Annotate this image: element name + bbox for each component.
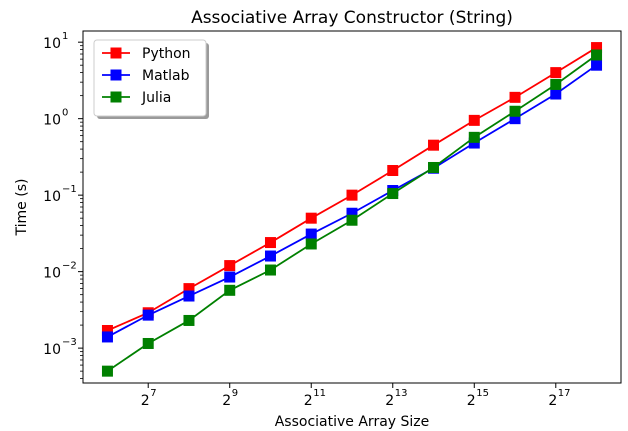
data-point-matlab (550, 88, 562, 100)
data-point-julia (550, 78, 562, 90)
y-tick-exponent: −2 (62, 261, 77, 272)
data-point-python (264, 237, 276, 249)
y-tick-exponent: 1 (62, 31, 68, 42)
data-point-matlab (101, 331, 113, 343)
x-tick-label: 2 (385, 393, 394, 409)
y-tick-label: 10 (43, 36, 61, 52)
y-tick-exponent: 0 (62, 108, 68, 119)
x-axis-label: Associative Array Size (275, 414, 430, 430)
x-tick-label: 2 (304, 393, 313, 409)
data-point-julia (591, 49, 603, 61)
data-point-julia (428, 161, 440, 173)
data-point-julia (264, 264, 276, 276)
data-point-julia (224, 284, 236, 296)
data-point-python (509, 91, 521, 103)
x-tick-exponent: 13 (395, 388, 408, 399)
data-point-python (591, 42, 603, 54)
y-axis-label: Time (s) (14, 179, 30, 237)
data-point-julia (346, 214, 358, 226)
data-point-python (387, 165, 399, 177)
data-point-julia (509, 105, 521, 117)
y-tick-label: 10 (43, 342, 61, 358)
data-point-julia (183, 314, 195, 326)
y-tick-exponent: −1 (62, 184, 77, 195)
data-point-python (305, 212, 317, 224)
plot-area (101, 42, 603, 377)
plot-frame (82, 30, 622, 384)
x-tick-exponent: 17 (558, 388, 571, 399)
data-point-python (468, 114, 480, 126)
x-tick-exponent: 11 (313, 388, 326, 399)
data-point-python (183, 283, 195, 295)
data-point-julia (142, 337, 154, 349)
data-point-julia (305, 238, 317, 250)
data-point-julia (468, 131, 480, 143)
legend-label: Julia (141, 90, 171, 106)
data-point-matlab (142, 309, 154, 321)
legend-marker (110, 91, 122, 103)
data-point-python (428, 139, 440, 151)
y-tick-label: 10 (43, 266, 61, 282)
y-tick-label: 10 (43, 113, 61, 129)
data-point-python (346, 189, 358, 201)
legend-label: Python (142, 46, 191, 62)
y-tick-exponent: −3 (62, 337, 77, 348)
data-point-julia (387, 188, 399, 200)
data-point-matlab (183, 290, 195, 302)
data-point-matlab (305, 228, 317, 240)
y-tick-label: 10 (43, 189, 61, 205)
x-tick-exponent: 9 (232, 388, 238, 399)
data-point-matlab (509, 113, 521, 125)
x-tick-label: 2 (141, 393, 150, 409)
data-point-julia (101, 365, 113, 377)
data-point-python (550, 67, 562, 79)
data-point-matlab (346, 207, 358, 219)
data-point-matlab (224, 271, 236, 283)
data-point-python (101, 325, 113, 337)
data-point-matlab (591, 59, 603, 71)
legend-label: Matlab (142, 68, 190, 84)
data-point-python (224, 260, 236, 272)
x-tick-label: 2 (222, 393, 231, 409)
data-point-matlab (264, 250, 276, 262)
legend-marker (110, 69, 122, 81)
data-point-matlab (468, 137, 480, 149)
x-tick-exponent: 7 (150, 388, 156, 399)
legend: Python Matlab Julia (93, 39, 209, 119)
x-tick-label: 2 (467, 393, 476, 409)
x-tick-label: 2 (548, 393, 557, 409)
legend-marker (110, 47, 122, 59)
chart-title: Associative Array Constructor (String) (191, 8, 513, 28)
x-tick-exponent: 15 (476, 388, 489, 399)
